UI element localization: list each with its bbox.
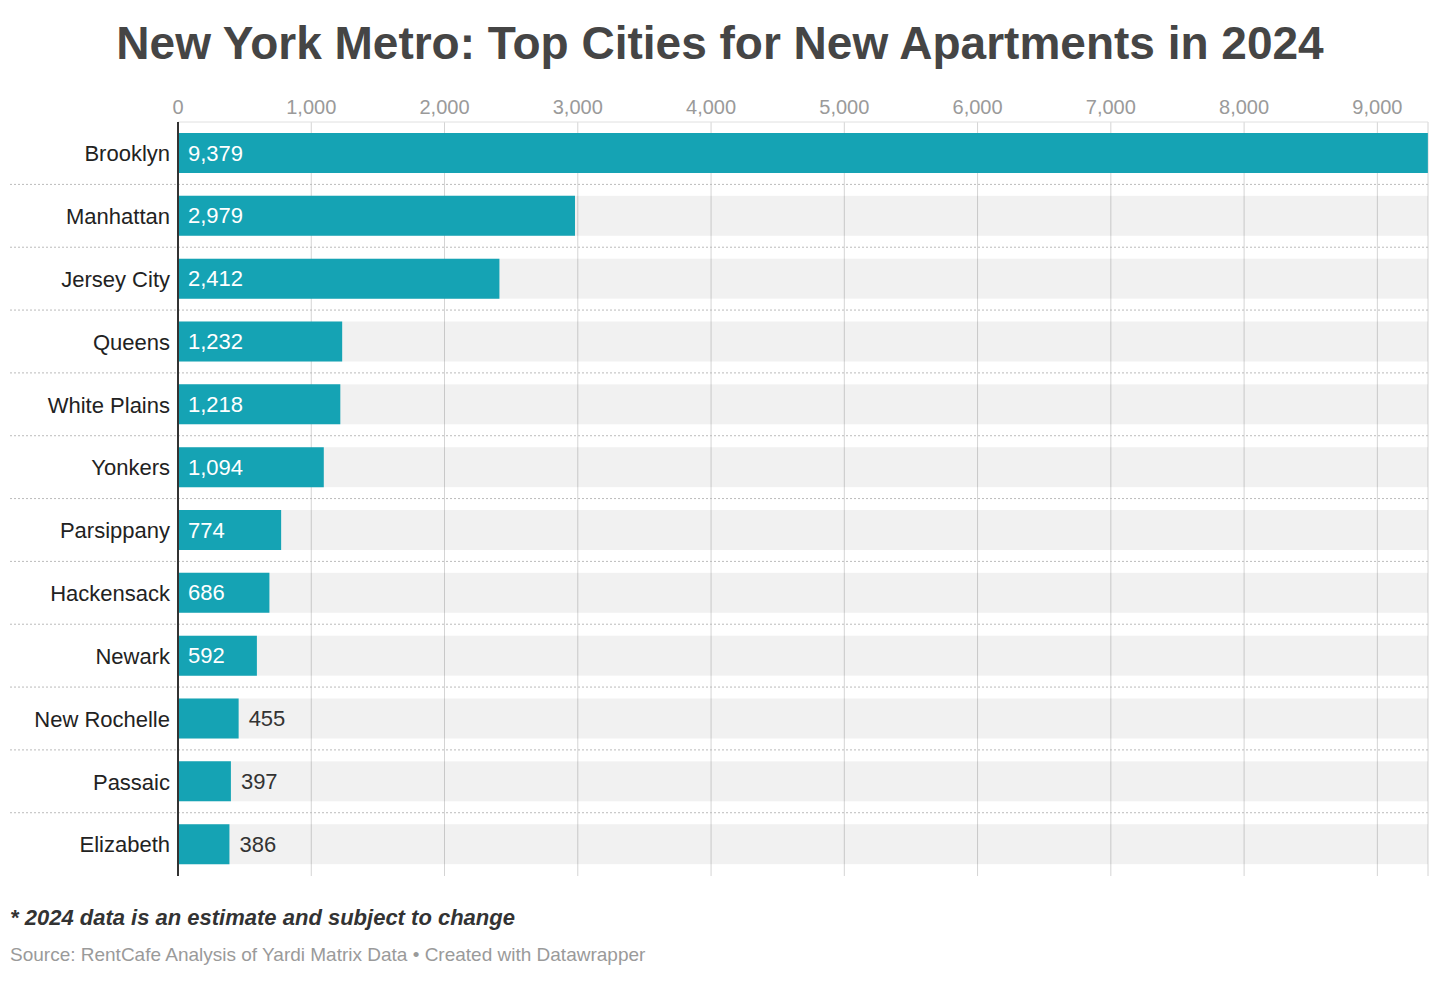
svg-text:386: 386 [239,832,276,857]
svg-text:397: 397 [241,769,278,794]
svg-text:9,379: 9,379 [188,141,243,166]
svg-text:2,979: 2,979 [188,203,243,228]
svg-text:5,000: 5,000 [819,96,869,118]
svg-text:592: 592 [188,643,225,668]
svg-text:Brooklyn: Brooklyn [84,141,170,166]
svg-text:9,000: 9,000 [1352,96,1402,118]
svg-text:0: 0 [172,96,183,118]
svg-text:1,094: 1,094 [188,455,243,480]
svg-text:1,218: 1,218 [188,392,243,417]
svg-text:7,000: 7,000 [1086,96,1136,118]
svg-text:4,000: 4,000 [686,96,736,118]
svg-text:1,000: 1,000 [286,96,336,118]
svg-text:White Plains: White Plains [48,393,170,418]
svg-text:Yonkers: Yonkers [91,455,170,480]
svg-text:Elizabeth: Elizabeth [79,832,170,857]
html-text:* 2024 data is an estimate and: * 2024 data is an estimate and subject t… [10,905,515,930]
svg-text:Jersey City: Jersey City [61,267,170,292]
svg-text:Hackensack: Hackensack [50,581,171,606]
svg-text:Passaic: Passaic [93,770,170,795]
svg-text:3,000: 3,000 [553,96,603,118]
svg-text:New Rochelle: New Rochelle [34,707,170,732]
svg-text:686: 686 [188,580,225,605]
svg-text:455: 455 [249,706,286,731]
svg-text:2,000: 2,000 [419,96,469,118]
html-text:Source: RentCafe Analysis of Y: Source: RentCafe Analysis of Yardi Matri… [10,944,646,965]
svg-text:2,412: 2,412 [188,266,243,291]
svg-text:Parsippany: Parsippany [60,518,170,543]
svg-text:774: 774 [188,518,225,543]
html-text:New York Metro: Top Cities for: New York Metro: Top Cities for New Apart… [116,17,1324,69]
svg-text:8,000: 8,000 [1219,96,1269,118]
svg-text:6,000: 6,000 [953,96,1003,118]
svg-text:Manhattan: Manhattan [66,204,170,229]
svg-text:Newark: Newark [95,644,171,669]
svg-text:1,232: 1,232 [188,329,243,354]
svg-text:Queens: Queens [93,330,170,355]
